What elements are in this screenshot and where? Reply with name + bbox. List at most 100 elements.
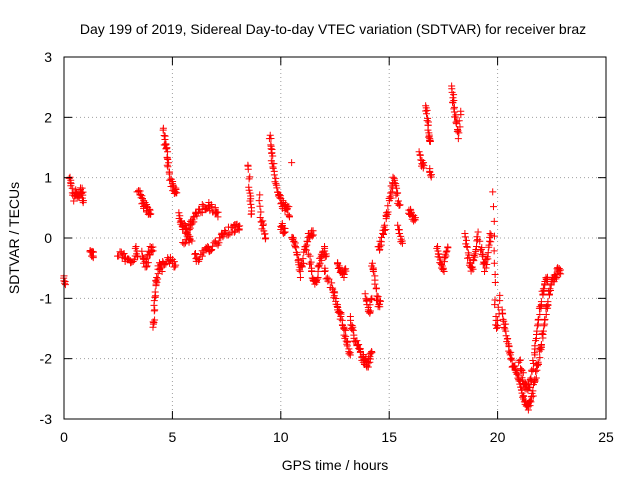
data-point — [423, 117, 431, 125]
data-point — [299, 255, 307, 263]
data-point — [306, 252, 314, 260]
data-point — [396, 201, 404, 209]
data-point — [318, 256, 326, 264]
data-point — [491, 278, 499, 286]
data-point — [526, 402, 534, 410]
data-point — [461, 233, 469, 241]
data-point — [507, 354, 515, 362]
data-point — [160, 132, 168, 140]
data-point — [143, 255, 151, 263]
data-point — [457, 107, 465, 115]
data-point — [440, 267, 448, 275]
data-point — [197, 208, 205, 216]
data-point — [321, 267, 329, 275]
data-point — [340, 325, 348, 333]
data-point — [540, 322, 548, 330]
data-point — [506, 349, 514, 357]
data-point — [309, 231, 317, 239]
data-point — [321, 253, 329, 261]
data-point — [502, 320, 510, 328]
data-points — [60, 82, 565, 414]
data-point — [376, 297, 384, 305]
data-point — [307, 258, 315, 266]
data-point — [168, 180, 176, 188]
data-point — [146, 211, 154, 219]
data-point — [80, 197, 88, 205]
data-point — [516, 356, 524, 364]
data-point — [420, 162, 428, 170]
data-point — [513, 370, 521, 378]
data-point — [202, 206, 210, 214]
data-point — [166, 168, 174, 176]
x-axis-label: GPS time / hours — [282, 457, 389, 473]
data-point — [321, 247, 329, 255]
data-point — [444, 243, 452, 251]
data-point — [198, 209, 206, 217]
data-point — [328, 279, 336, 287]
data-point — [527, 398, 535, 406]
data-point — [262, 234, 270, 242]
y-tick-label: 0 — [44, 230, 52, 246]
data-point — [450, 91, 458, 99]
data-point — [525, 384, 533, 392]
data-point — [381, 221, 389, 229]
data-point — [529, 356, 537, 364]
data-point — [416, 151, 424, 159]
data-point — [494, 317, 502, 325]
data-point — [533, 322, 541, 330]
data-point — [322, 252, 330, 260]
data-point — [553, 273, 560, 281]
data-point — [354, 341, 362, 349]
data-point — [427, 171, 435, 179]
data-point — [151, 316, 159, 324]
data-point — [144, 259, 152, 267]
data-point — [158, 267, 166, 275]
data-point — [426, 171, 434, 179]
data-point — [392, 180, 400, 188]
data-point — [531, 351, 539, 359]
data-point — [443, 247, 451, 255]
x-tick-label: 0 — [60, 429, 68, 445]
x-tick-label: 20 — [490, 429, 506, 445]
data-point — [407, 207, 415, 215]
data-point — [374, 293, 382, 301]
data-point — [246, 189, 254, 197]
data-point — [483, 253, 491, 261]
axis-ticks — [63, 56, 607, 420]
data-point — [543, 273, 551, 281]
data-point — [245, 186, 253, 194]
data-point — [476, 237, 484, 245]
data-point — [185, 226, 193, 234]
data-point — [285, 203, 293, 211]
data-point — [269, 164, 277, 172]
data-point — [372, 285, 380, 293]
data-point — [426, 137, 434, 145]
data-point — [270, 160, 278, 168]
data-point — [462, 236, 470, 244]
data-point — [411, 216, 419, 224]
data-point — [164, 163, 172, 171]
data-point — [248, 210, 256, 218]
x-tick-label: 5 — [169, 429, 177, 445]
data-point — [483, 261, 491, 269]
data-point — [172, 261, 180, 269]
data-point — [519, 376, 527, 384]
data-point — [271, 178, 279, 186]
data-point — [465, 254, 473, 262]
x-tick-label: 10 — [273, 429, 289, 445]
data-point — [384, 202, 392, 210]
data-point — [209, 242, 217, 250]
data-point — [198, 252, 206, 260]
data-point — [490, 232, 498, 240]
data-point — [115, 252, 123, 260]
data-point — [342, 326, 350, 334]
data-point — [342, 267, 350, 275]
data-point — [496, 291, 504, 299]
data-point — [536, 354, 544, 362]
y-tick-label: -1 — [40, 290, 53, 306]
data-point — [246, 197, 254, 205]
data-point — [288, 159, 296, 167]
data-point — [481, 267, 489, 275]
data-point — [442, 248, 450, 256]
data-point — [267, 135, 275, 143]
